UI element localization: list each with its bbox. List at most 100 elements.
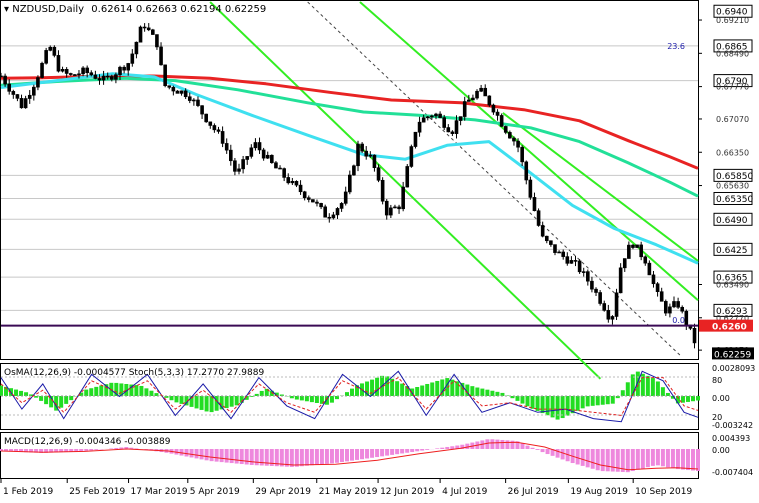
osma-bar [230, 396, 234, 407]
osma-bar [566, 396, 570, 416]
candle-body [508, 132, 511, 138]
osma-bar [310, 396, 314, 402]
macd-bar [295, 449, 299, 467]
osma-title: OsMA(12,26,9) -0.0004577 Stoch(5,3,3) 17… [4, 368, 264, 378]
candle-body [373, 155, 376, 168]
osma-bar [606, 396, 610, 404]
osma-bar [551, 396, 555, 417]
osma-bar [235, 396, 239, 405]
macd-bar [696, 449, 700, 471]
price-level-label: 0.6490 [716, 216, 748, 226]
macd-bar [686, 449, 690, 470]
candle-body [106, 76, 109, 77]
candle-body [685, 311, 688, 325]
time-label: 21 May 2019 [319, 487, 378, 497]
candle-body [233, 161, 236, 172]
macd-bar [330, 449, 334, 463]
candle-body [377, 168, 380, 181]
candle-body [45, 50, 48, 63]
osma-bar [149, 391, 153, 396]
osma-bar [435, 381, 439, 396]
osma-bar [531, 396, 535, 409]
time-label: 12 Jun 2019 [380, 487, 434, 497]
candle-body [127, 63, 130, 70]
candle-body [164, 65, 167, 86]
osma-bar [546, 396, 550, 415]
macd-bar [250, 449, 254, 465]
macd-bar [671, 449, 675, 468]
osma-bar [661, 387, 665, 396]
time-label: 19 Aug 2019 [570, 487, 628, 497]
candle-body [196, 100, 199, 106]
osma-bar [626, 382, 630, 396]
candle-body [640, 245, 643, 257]
osma-bar [385, 376, 389, 396]
candle-body [599, 293, 602, 304]
candle-body [262, 150, 265, 158]
osma-bar [515, 396, 519, 401]
candle-body [86, 68, 89, 73]
osma-bar [24, 392, 28, 396]
candle-body [4, 76, 7, 84]
candle-body [221, 131, 224, 143]
candle-body [402, 187, 405, 209]
osma-bar [59, 396, 63, 408]
macd-bar [395, 449, 399, 454]
candle-body [566, 257, 569, 264]
macd-bar [220, 449, 224, 462]
macd-bar [195, 449, 199, 458]
osma-bar [420, 385, 424, 396]
macd-bar [450, 446, 454, 449]
osma-bar [621, 390, 625, 396]
price-level-label: 0.65350 [716, 195, 753, 205]
time-label: 26 Jul 2019 [508, 487, 559, 497]
candle-body [389, 208, 392, 215]
candle-body [340, 203, 343, 208]
fib-label: 0.0 [672, 316, 685, 325]
osma-bar [581, 396, 585, 408]
price-tick-label: 0.63490 [716, 280, 749, 289]
candle-body [266, 155, 269, 158]
symbol-timeframe: NZDUSD,Daily [12, 4, 84, 15]
macd-bar [185, 449, 189, 456]
macd-bar [205, 449, 209, 460]
macd-bar [245, 449, 249, 465]
candle-body [90, 73, 93, 75]
candle-body [623, 259, 626, 268]
osma-bar [430, 382, 434, 396]
candle-body [451, 132, 454, 134]
candle-body [344, 192, 347, 203]
time-label: 4 Jul 2019 [442, 487, 487, 497]
macd-bar [305, 449, 309, 466]
current-level-label: 0.6260 [712, 323, 747, 333]
candle-body [500, 115, 503, 126]
osma-bar [180, 396, 184, 404]
macd-bar [325, 449, 329, 464]
candle-body [307, 198, 310, 200]
candle-body [422, 118, 425, 122]
candle-body [476, 91, 479, 98]
candle-body [525, 162, 528, 180]
candle-body [123, 67, 126, 70]
candle-body [480, 88, 483, 91]
osma-bar [470, 386, 474, 396]
osma-bar [89, 388, 93, 396]
osma-bar [205, 396, 209, 411]
candle-body [521, 147, 524, 162]
osma-bar [260, 391, 264, 396]
candle-body [385, 201, 388, 215]
candle-body [168, 86, 171, 88]
candle-body [488, 96, 491, 105]
osma-bar [305, 396, 309, 401]
candle-body [8, 84, 11, 91]
candle-body [558, 252, 561, 253]
candle-body [250, 148, 253, 157]
candle-body [0, 76, 3, 77]
candle-body [270, 155, 273, 162]
candle-body [238, 169, 241, 172]
macd-bar [505, 440, 509, 449]
macd-bar [390, 449, 394, 455]
candle-body [537, 211, 540, 226]
